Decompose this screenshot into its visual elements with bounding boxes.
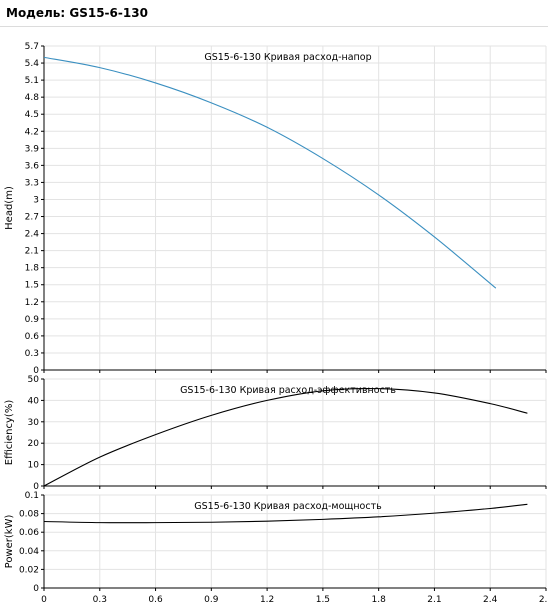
- x-tick-label: 0.3: [93, 595, 107, 605]
- y-tick-label: 1.2: [25, 298, 39, 308]
- x-tick-label: 1.2: [260, 595, 274, 605]
- model-title: Модель: GS15-6-130: [6, 6, 148, 20]
- y-tick-label: 0.08: [19, 510, 39, 520]
- y-tick-label: 3.3: [25, 178, 39, 188]
- y-tick-label: 0: [33, 584, 39, 594]
- y-tick-label: 0: [33, 366, 39, 376]
- x-tick-label: 0.6: [148, 595, 163, 605]
- x-tick-label: 1.8: [372, 595, 387, 605]
- y-tick-label: 0.02: [19, 565, 39, 575]
- y-tick-label: 0.3: [25, 349, 39, 359]
- y-tick-label: 0.6: [25, 332, 40, 342]
- x-tick-label: 0: [41, 595, 47, 605]
- y-tick-label: 0: [33, 482, 39, 492]
- head-chart: 0 0.3 0.6 0.9 1.2 1.5 1.8 2.1 2.4 2.7 3 3.3 3.6 3.9 4.…: [4, 42, 547, 376]
- title-divider: [0, 26, 548, 27]
- y-tick-label: 1.5: [25, 281, 39, 291]
- y-tick-label: 20: [28, 439, 40, 449]
- y-tick-label: 40: [28, 396, 40, 406]
- y-tick-label: 5.7: [25, 42, 39, 52]
- y-tick-label: 2.1: [25, 247, 39, 257]
- x-tick-label: 2.4: [483, 595, 498, 605]
- y-tick-label: 0.9: [25, 315, 40, 325]
- x-tick-label: 0.9: [204, 595, 219, 605]
- power-series-line: [43, 503, 528, 524]
- y-tick-label: 1.8: [25, 264, 40, 274]
- y-tick-label: 4.2: [25, 127, 39, 137]
- y-tick-label: 2.7: [25, 213, 39, 223]
- y-axis-label: Head(m): [4, 186, 15, 230]
- y-tick-label: 4.5: [25, 110, 39, 120]
- y-tick-label: 0.1: [25, 491, 39, 501]
- chart-title: GS15-6-130 Кривая расход-эффективность: [180, 385, 396, 396]
- chart-title: GS15-6-130 Кривая расход-напор: [204, 52, 371, 63]
- y-axis-label: Power(kW): [4, 515, 15, 569]
- y-tick-label: 4.8: [25, 93, 40, 103]
- x-tick-label: 2.1: [427, 595, 441, 605]
- y-tick-label: 0.06: [19, 528, 39, 538]
- power-chart: 0 0.02 0.04 0.06 0.08 0.1 Power(kW) GS15-6-130 …: [4, 491, 548, 605]
- y-tick-label: 3: [33, 195, 39, 205]
- y-tick-label: 3.6: [25, 161, 40, 171]
- efficiency-chart: 0 10 20 30 40 50 Efficiency(%) GS15-6-130 Крива…: [4, 375, 547, 492]
- y-tick-label: 0.04: [19, 547, 39, 557]
- head-series-line: [43, 56, 497, 289]
- chart-title: GS15-6-130 Кривая расход-мощность: [194, 501, 382, 512]
- x-tick-label: 1.5: [316, 595, 330, 605]
- efficiency-series-line: [43, 387, 528, 487]
- y-tick-label: 30: [28, 418, 40, 428]
- y-tick-label: 3.9: [25, 144, 40, 154]
- y-tick-label: 5.1: [25, 76, 39, 86]
- y-axis-label: Efficiency(%): [4, 400, 15, 466]
- y-tick-label: 5.4: [25, 59, 40, 69]
- x-tick-label: 2.7: [539, 595, 548, 605]
- y-tick-label: 10: [28, 461, 40, 471]
- y-tick-label: 50: [28, 375, 40, 385]
- y-tick-label: 2.4: [25, 230, 40, 240]
